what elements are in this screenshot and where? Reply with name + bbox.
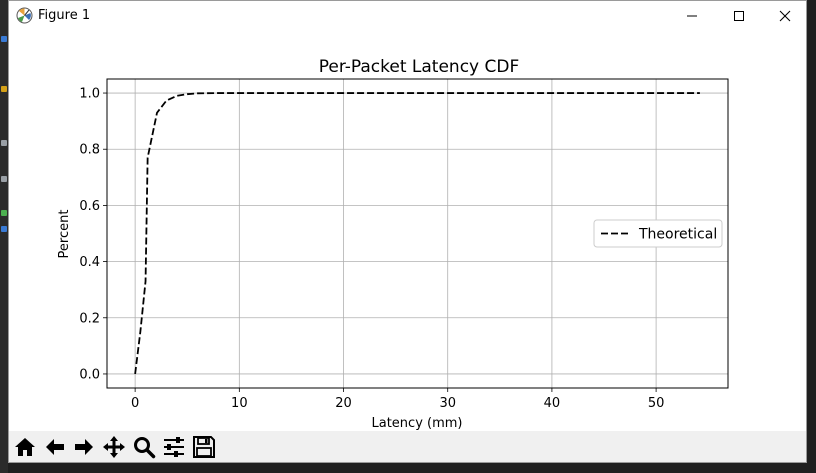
y-tick-label: 0.2 (79, 311, 100, 326)
close-icon (779, 10, 791, 22)
x-tick-label: 40 (544, 396, 561, 411)
minimize-button[interactable] (669, 1, 715, 31)
x-tick-label: 10 (231, 396, 248, 411)
desktop-icon (1, 140, 7, 146)
zoom-magnifier-icon (134, 437, 156, 459)
back-button[interactable] (41, 433, 69, 461)
home-icon (15, 438, 35, 456)
desktop-icon (1, 176, 7, 182)
navigation-toolbar (9, 431, 806, 462)
window-title: Figure 1 (38, 8, 91, 23)
x-tick-label: 0 (131, 396, 139, 411)
axes-frame (106, 78, 729, 389)
y-axis-label: Percent (57, 210, 72, 259)
figure-canvas[interactable]: Per-Packet Latency CDF 0 10 20 30 40 50 0.0 0.… (9, 31, 806, 431)
y-tick-label: 0.8 (79, 143, 100, 158)
y-tick-label: 1.0 (79, 87, 100, 102)
x-tick-label: 50 (648, 396, 665, 411)
legend-box (593, 219, 723, 248)
matplotlib-app-icon (16, 7, 33, 24)
chart-title: Per-Packet Latency CDF (319, 57, 520, 77)
legend: Theoretical (593, 219, 723, 248)
desktop-icon (1, 36, 7, 42)
x-tick-label: 20 (335, 396, 352, 411)
forward-button[interactable] (70, 433, 98, 461)
cdf-chart: Per-Packet Latency CDF 0 10 20 30 40 50 0.00.… (57, 57, 729, 431)
y-tick-label: 0.0 (79, 367, 100, 382)
home-button[interactable] (11, 433, 39, 461)
desktop-icon (1, 210, 7, 216)
maximize-button[interactable] (716, 1, 762, 31)
desktop-icon (1, 86, 7, 92)
forward-arrow-icon (75, 439, 93, 455)
maximize-icon (734, 11, 744, 21)
save-floppy-icon (193, 436, 215, 458)
x-axis-label: Latency (mm) (372, 416, 463, 431)
back-arrow-icon (46, 439, 64, 455)
minimize-icon (687, 15, 697, 17)
zoom-button[interactable] (130, 433, 158, 461)
configure-subplots-button[interactable] (160, 433, 188, 461)
figure-window: Figure 1 Per-Packet Latency CDF 0 10 20 30 4… (8, 0, 807, 463)
series-layer (134, 92, 700, 375)
configure-subplots-icon (164, 437, 184, 457)
legend-entry-theoretical: Theoretical (638, 227, 717, 243)
x-tick-label: 30 (439, 396, 456, 411)
series-line-theoretical (134, 92, 700, 375)
y-tick-label: 0.4 (79, 255, 100, 270)
close-button[interactable] (762, 1, 808, 31)
title-bar[interactable]: Figure 1 (9, 1, 806, 31)
save-button[interactable] (190, 433, 218, 461)
desktop-background-strip (0, 0, 8, 473)
y-axis-ticks: 0.0 0.2 0.4 0.6 0.8 1.0 (79, 87, 107, 382)
x-axis-ticks: 0 10 20 30 40 50 (131, 388, 664, 411)
pan-button[interactable] (100, 433, 128, 461)
y-tick-label: 0.6 (79, 199, 100, 214)
desktop-icon (1, 226, 7, 232)
pan-move-icon (103, 436, 125, 458)
